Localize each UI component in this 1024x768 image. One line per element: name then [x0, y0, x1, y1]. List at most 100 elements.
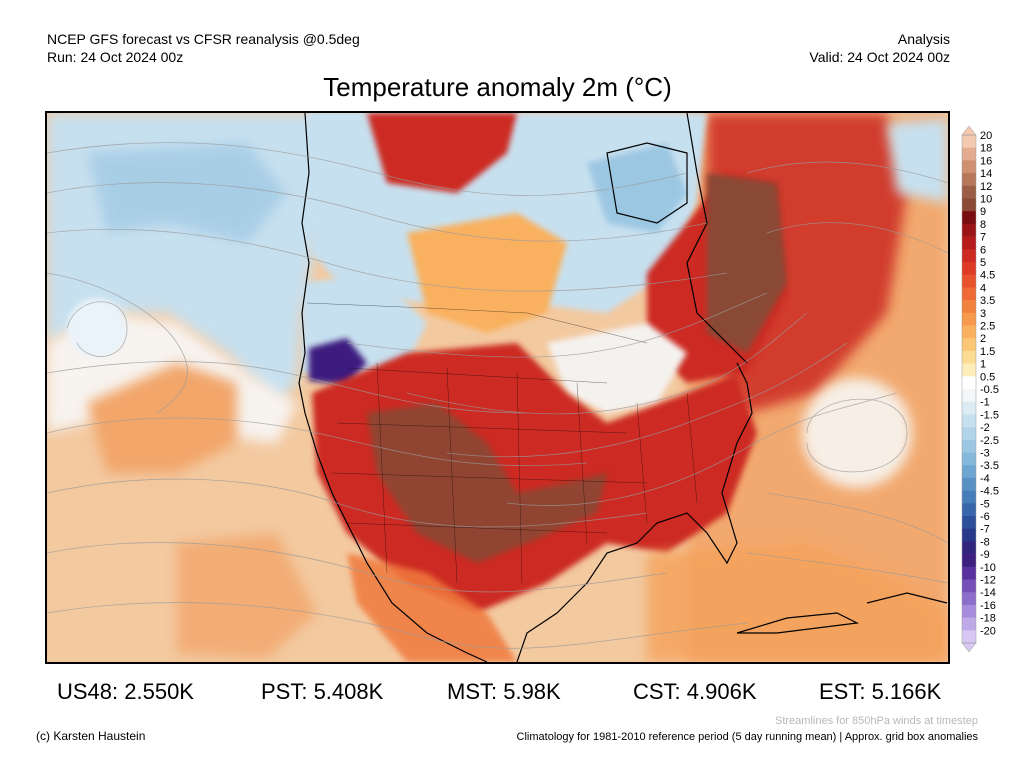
colorbar-tick-label: 16 [980, 155, 992, 167]
great-lakes-neutral [547, 323, 687, 413]
coastlines [298, 113, 948, 662]
colorbar-tick-label: -16 [980, 600, 996, 612]
colorbar-swatch [962, 617, 976, 631]
colorbar-tick-label: 6 [980, 244, 986, 256]
colorbar-tick-label: -14 [980, 587, 996, 599]
colorbar-tick-label: -2.5 [980, 435, 999, 447]
colorbar-tick-label: 12 [980, 181, 992, 193]
colorbar-tick-label: -8 [980, 536, 990, 548]
colorbar-swatch [962, 185, 976, 199]
colorbar-swatch [962, 541, 976, 555]
colorbar-tick-label: 1 [980, 359, 986, 371]
map-title: Temperature anomaly 2m (°C) [323, 72, 672, 102]
colorbar-swatch [962, 236, 976, 250]
stat-us48: US48: 2.550K [57, 679, 194, 704]
model-description: NCEP GFS forecast vs CFSR reanalysis @0.… [47, 31, 360, 47]
wind-streamlines [47, 142, 948, 649]
colorbar-tick-label: 18 [980, 143, 992, 155]
run-time: Run: 24 Oct 2024 00z [47, 49, 184, 65]
colorbar-swatch [962, 592, 976, 606]
colorbar-tick-label: -20 [980, 625, 996, 637]
colorbar-swatch [962, 554, 976, 568]
colorbar-swatch [962, 528, 976, 542]
colorbar-swatch [962, 300, 976, 314]
colorbar-tick-label: -7 [980, 524, 990, 536]
colorbar-tick-label: -10 [980, 562, 996, 574]
streamlines-note: Streamlines for 850hPa winds at timestep [775, 715, 978, 727]
colorbar-tick-label: -3 [980, 448, 990, 460]
colorbar-tick-label: 7 [980, 232, 986, 244]
colorbar-tick-label: 3.5 [980, 295, 995, 307]
colorbar-tick-label: 2.5 [980, 321, 995, 333]
colorbar-tick-label: -6 [980, 511, 990, 523]
credit: (c) Karsten Haustein [36, 729, 146, 743]
header-right: Analysis Valid: 24 Oct 2024 00z [809, 30, 950, 66]
colorbar-swatch [962, 516, 976, 529]
colorbar-swatch [962, 338, 976, 352]
colorbar-swatch [962, 439, 976, 453]
colorbar-swatch [962, 566, 976, 580]
pacific-cold-core [87, 143, 287, 243]
colorbar-frame [961, 134, 977, 644]
colorbar-tick-label: 5 [980, 257, 986, 269]
colorbar-swatch [962, 389, 976, 402]
colorbar-swatch [962, 160, 976, 174]
climatology-note: Climatology for 1981-2010 reference peri… [516, 731, 978, 743]
colorbar-tick-label: -1.5 [980, 409, 999, 421]
colorbar-tick-label: -12 [980, 575, 996, 587]
colorbar-swatch [962, 312, 976, 326]
analysis-label: Analysis [897, 31, 950, 47]
colorbar-swatch [962, 198, 976, 212]
colorbar-swatch [962, 223, 976, 237]
quebec-hot-core [707, 173, 787, 353]
colorbar-tick-label: -18 [980, 613, 996, 625]
stat-pst: PST: 5.408K [261, 679, 384, 704]
header-left: NCEP GFS forecast vs CFSR reanalysis @0.… [47, 30, 360, 66]
colorbar-swatch [962, 490, 976, 504]
colorbar-tick-label: 3 [980, 308, 986, 320]
colorbar-swatch [962, 604, 976, 618]
valid-time: Valid: 24 Oct 2024 00z [809, 49, 950, 65]
colorbar-swatch [962, 249, 976, 263]
colorbar-swatch [962, 287, 976, 301]
colorbar-tick-label: -1 [980, 397, 990, 409]
colorbar-tick-label: 2 [980, 333, 986, 345]
colorbar-swatch [962, 376, 976, 390]
east-pacific-warm [177, 533, 317, 658]
colorbar-swatch [962, 350, 976, 364]
colorbar-tick-label: 4.5 [980, 270, 995, 282]
pacific-low [67, 298, 127, 358]
colorbar-swatch [962, 452, 976, 466]
colorbar-labels: 201816141210987654.543.532.521.510.5-0.5… [980, 130, 999, 637]
colorbar-swatch [962, 477, 976, 491]
colorbar-swatch [962, 630, 976, 644]
colorbar-tick-label: 4 [980, 282, 986, 294]
colorbar-swatch [962, 427, 976, 441]
map-canvas [47, 113, 948, 662]
colorbar-swatch [962, 363, 976, 377]
caribbean-warm [647, 543, 948, 662]
colorbar-swatch [962, 135, 976, 148]
colorbar-swatch [962, 325, 976, 339]
colorbar-swatch [962, 262, 976, 275]
colorbar-tick-label: -4 [980, 473, 990, 485]
colorbar-tick-label: -9 [980, 549, 990, 561]
colorbar-tick-label: -5 [980, 498, 990, 510]
stat-cst: CST: 4.906K [633, 679, 757, 704]
anomaly-map [45, 111, 950, 664]
colorbar-swatch [962, 211, 976, 225]
hudson-bay-cold [587, 143, 687, 233]
colorbar-swatch [962, 414, 976, 428]
colorbar-tick-label: -4.5 [980, 486, 999, 498]
colorbar-tick-label: -0.5 [980, 384, 999, 396]
stat-est: EST: 5.166K [819, 679, 942, 704]
canada-warm-streak [407, 213, 567, 333]
oregon-cold-core [309, 338, 367, 385]
colorbar-tick-label: 14 [980, 168, 992, 180]
colorbar-bottom-arrow [961, 642, 977, 653]
colorbar-tick-label: 10 [980, 194, 992, 206]
colorbar-swatch [962, 503, 976, 517]
colorbar-tick-label: -2 [980, 422, 990, 434]
colorbar-tick-label: 9 [980, 206, 986, 218]
colorbar-swatch [962, 401, 976, 415]
